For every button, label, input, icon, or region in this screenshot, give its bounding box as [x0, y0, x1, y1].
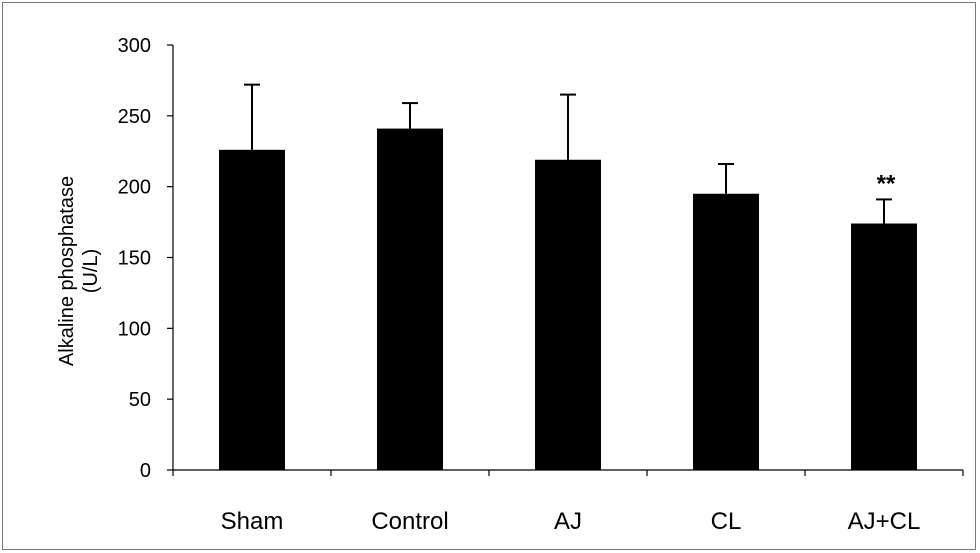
x-axis: [172, 469, 964, 476]
annotations: **: [877, 170, 896, 197]
y-axis-title-line1: Alkaline phosphatase: [56, 176, 78, 366]
y-tick-label: 150: [118, 248, 151, 270]
significance-annotation: **: [877, 170, 896, 197]
y-tick-label: 0: [140, 460, 151, 482]
bars: [219, 128, 917, 471]
y-tick-label: 250: [118, 106, 151, 128]
bar-aj-cl: [851, 223, 917, 470]
category-label: CL: [711, 508, 742, 535]
category-label: AJ+CL: [848, 508, 921, 535]
category-label: Sham: [221, 508, 284, 535]
y-tick-label: 300: [118, 35, 151, 57]
bar-chart: Alkaline phosphatase (U/L) 0 50 100 150 200 2…: [56, 35, 964, 535]
bar-sham: [219, 149, 285, 471]
bar-aj: [535, 159, 601, 470]
y-axis-title: Alkaline phosphatase (U/L): [56, 176, 102, 366]
category-label: Control: [371, 508, 448, 535]
y-axis: 0 50 100 150 200 250 300: [118, 35, 174, 482]
bar-control: [377, 128, 443, 470]
y-axis-title-line2: (U/L): [80, 249, 102, 293]
error-bars: [244, 83, 892, 224]
y-tick-label: 100: [118, 318, 151, 340]
y-tick-label: 200: [118, 177, 151, 199]
y-tick-label: 50: [129, 389, 151, 411]
bar-cl: [693, 193, 759, 470]
category-labels: Sham Control AJ CL AJ+CL: [221, 508, 921, 535]
category-label: AJ: [554, 508, 582, 535]
